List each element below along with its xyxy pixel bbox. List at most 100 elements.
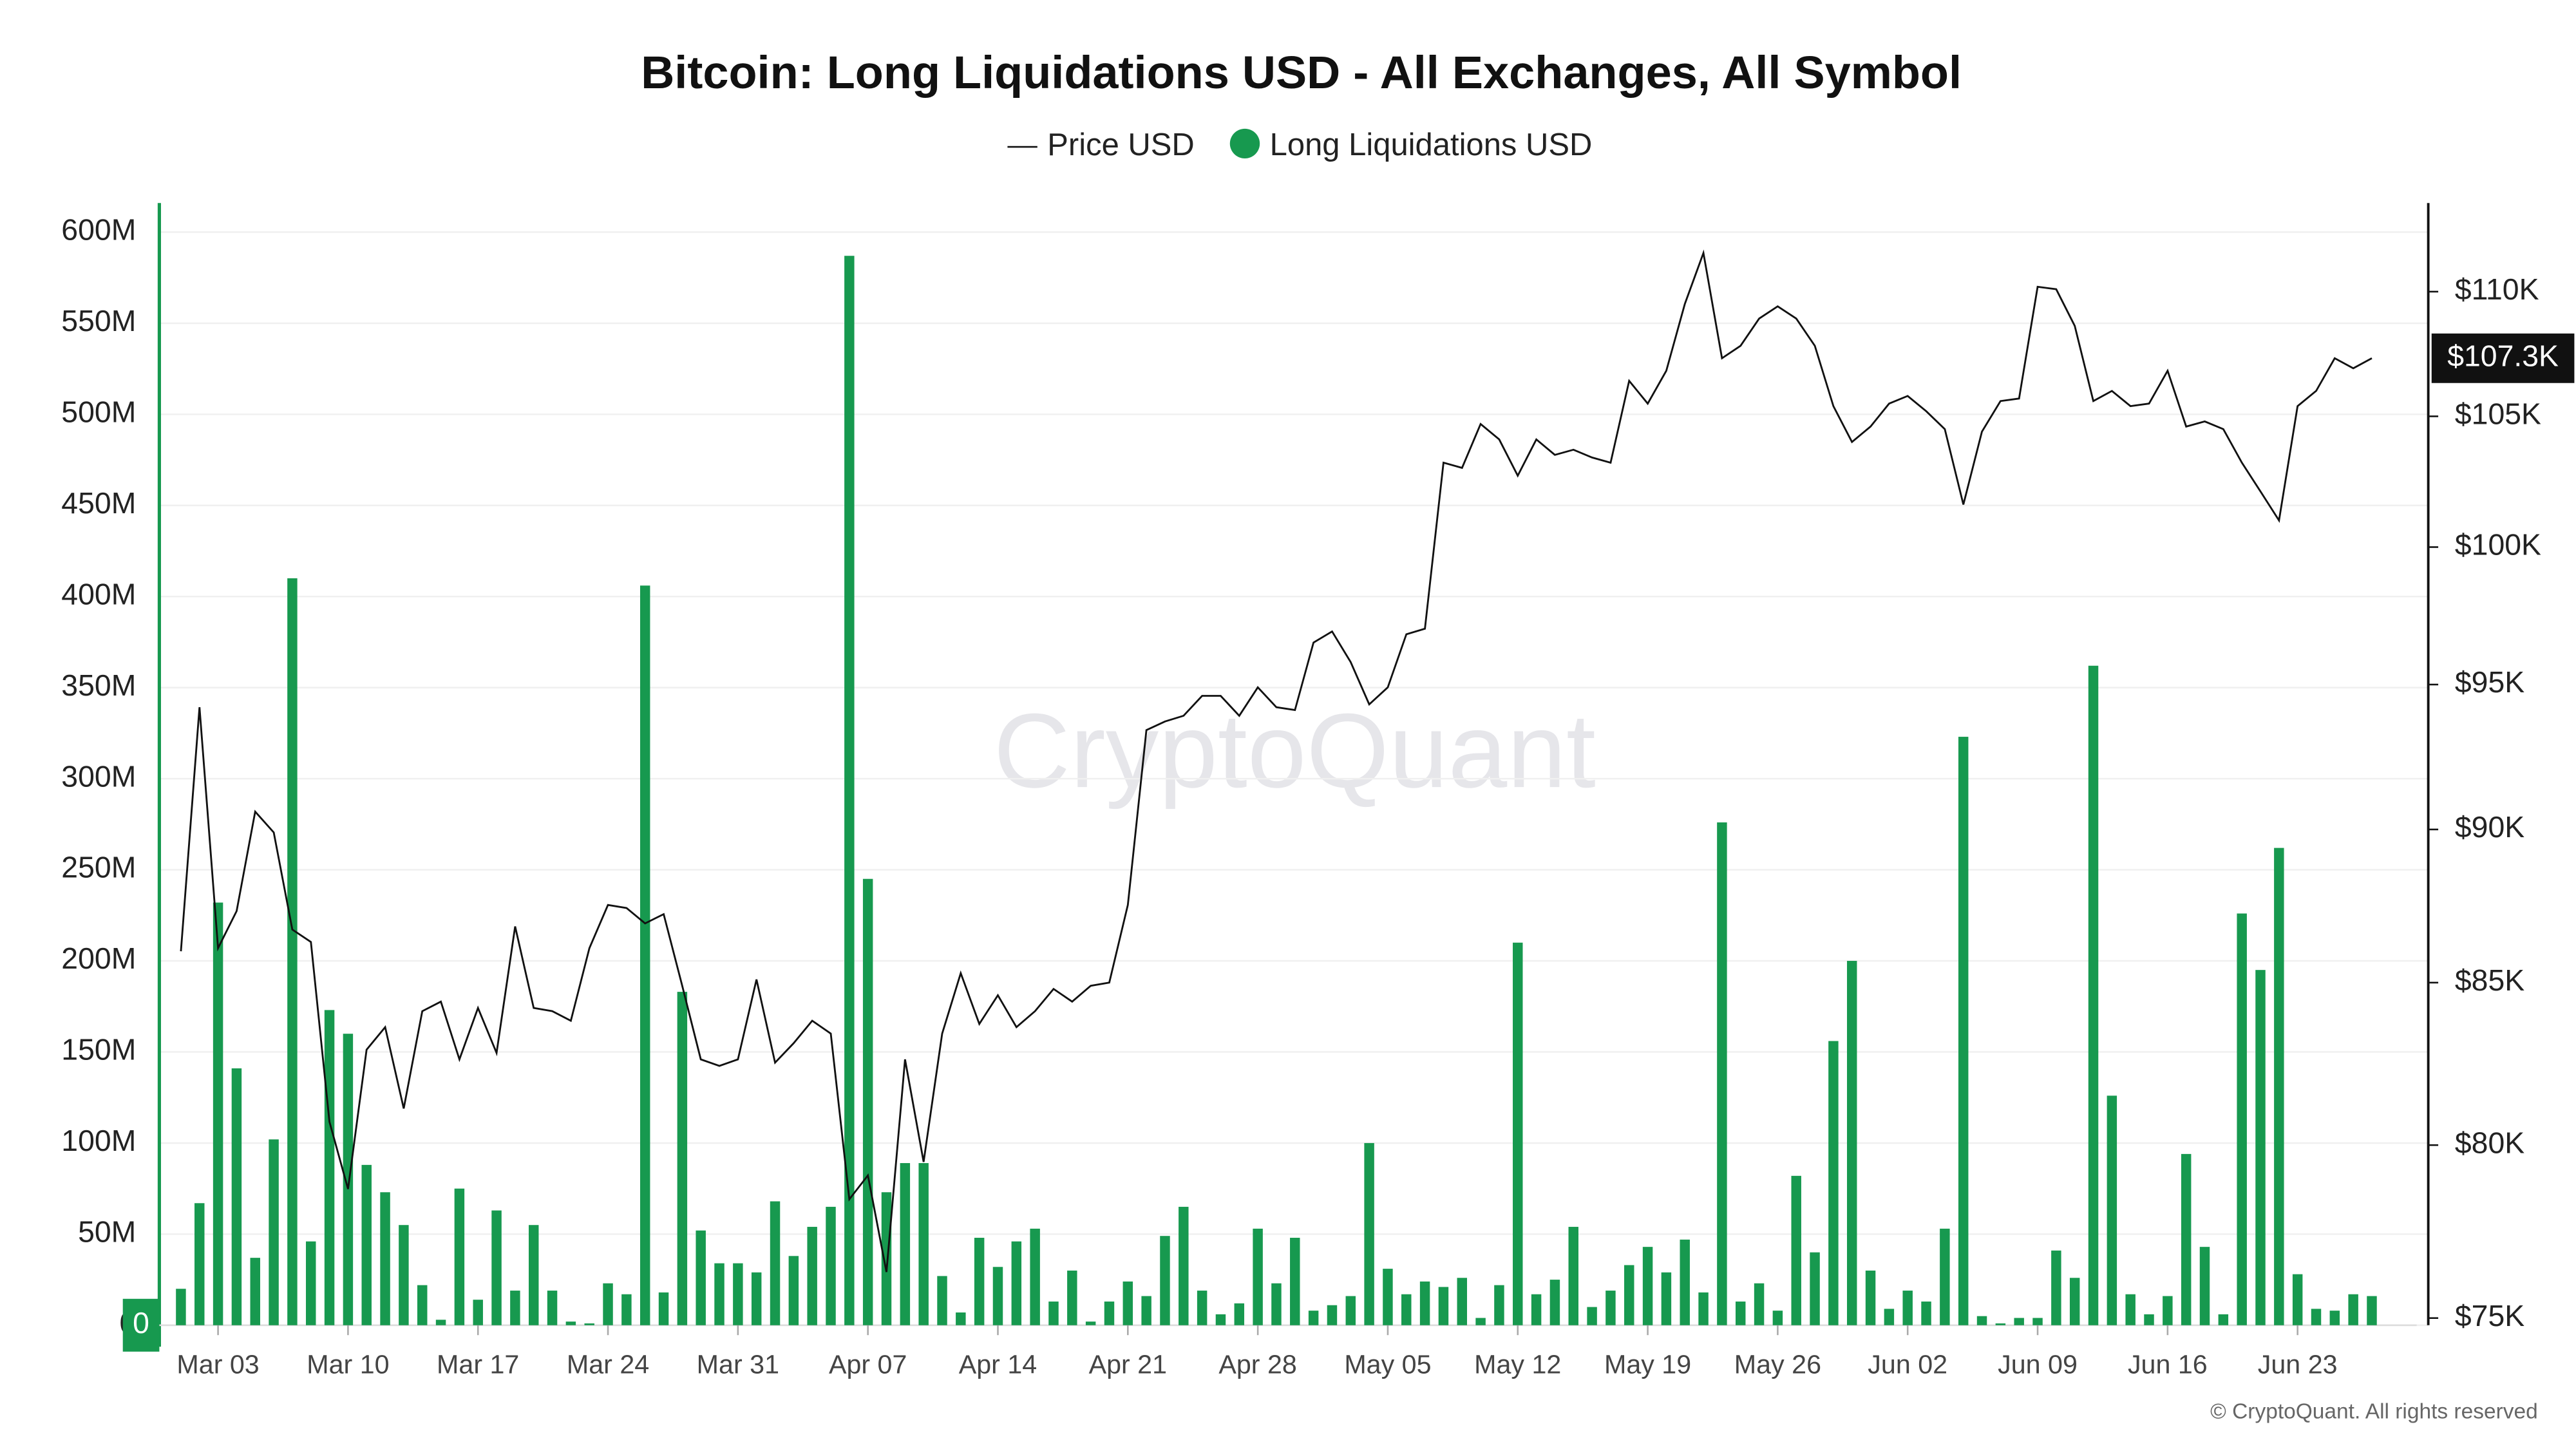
bar xyxy=(881,1192,892,1325)
bar xyxy=(287,578,298,1325)
bar xyxy=(788,1256,799,1325)
y2-tick-label: $90K xyxy=(2455,810,2524,844)
bar xyxy=(2311,1309,2322,1325)
bar xyxy=(1141,1296,1151,1325)
bar xyxy=(1085,1321,1096,1325)
y-tick-label: 400M xyxy=(61,578,136,611)
bar xyxy=(306,1241,316,1325)
bar xyxy=(1067,1270,1077,1325)
bar xyxy=(231,1068,242,1325)
bar xyxy=(2069,1278,2080,1325)
bar xyxy=(1698,1292,1709,1325)
bar xyxy=(1234,1303,1245,1325)
bar xyxy=(639,585,650,1325)
bar xyxy=(603,1283,613,1325)
bar xyxy=(658,1292,669,1325)
bar xyxy=(1902,1291,1913,1325)
bar xyxy=(1940,1228,1950,1325)
bar xyxy=(2107,1095,2117,1325)
y2-tick-label: $75K xyxy=(2455,1299,2524,1332)
bar xyxy=(1494,1285,1504,1325)
bar xyxy=(677,992,688,1325)
bar xyxy=(399,1225,409,1325)
bar xyxy=(1958,737,1969,1325)
bar xyxy=(1030,1228,1040,1325)
bar xyxy=(2367,1296,2377,1325)
bar xyxy=(1717,822,1727,1325)
bar xyxy=(435,1320,446,1325)
x-tick-label: Mar 03 xyxy=(176,1350,259,1379)
x-tick-label: Apr 07 xyxy=(829,1350,907,1379)
bar xyxy=(714,1263,724,1325)
bar xyxy=(1327,1305,1338,1325)
bar xyxy=(696,1230,706,1325)
x-tick-label: Mar 17 xyxy=(437,1350,519,1379)
price-line xyxy=(180,249,2372,1273)
y2-tick-label: $110K xyxy=(2455,272,2539,306)
bar xyxy=(2237,913,2247,1325)
bar xyxy=(2088,665,2099,1325)
y2-tick-label: $100K xyxy=(2455,528,2541,562)
bar xyxy=(2348,1294,2358,1325)
bar xyxy=(1884,1309,1895,1325)
bar xyxy=(1104,1302,1115,1325)
bar xyxy=(1271,1283,1282,1325)
bar xyxy=(733,1263,743,1325)
bar xyxy=(1401,1294,1412,1325)
bar xyxy=(1438,1287,1449,1325)
bar xyxy=(1011,1241,1022,1325)
x-tick-label: Mar 31 xyxy=(697,1350,779,1379)
price-badge xyxy=(2431,333,2575,383)
bar xyxy=(937,1276,947,1325)
bar xyxy=(2218,1314,2229,1325)
y-tick-label: 500M xyxy=(61,395,136,429)
bar xyxy=(621,1294,632,1325)
y2-tick-label: $105K xyxy=(2455,397,2541,431)
bar xyxy=(1995,1323,2006,1325)
y2-tick-label: $85K xyxy=(2455,963,2524,997)
x-tick-label: May 26 xyxy=(1734,1350,1821,1379)
price-badge-label: $107.3K xyxy=(2447,339,2559,373)
bar xyxy=(473,1300,483,1325)
bar xyxy=(324,1010,335,1325)
bar xyxy=(194,1203,205,1325)
x-tick-label: Apr 28 xyxy=(1218,1350,1296,1379)
legend-label: Long Liquidations USD xyxy=(1270,128,1593,162)
bar xyxy=(565,1321,576,1325)
bar xyxy=(1457,1278,1468,1325)
bar xyxy=(1754,1283,1765,1325)
bar xyxy=(1921,1302,1931,1325)
bar xyxy=(510,1291,520,1325)
x-tick-label: May 19 xyxy=(1604,1350,1691,1379)
bar xyxy=(1661,1272,1672,1325)
x-tick-label: Jun 16 xyxy=(2128,1350,2208,1379)
bar xyxy=(2181,1153,2192,1325)
zero-badge xyxy=(122,1298,160,1352)
bar xyxy=(1791,1175,1801,1325)
bar xyxy=(1976,1316,1987,1325)
y-tick-label: 100M xyxy=(61,1124,136,1157)
bar xyxy=(1605,1291,1616,1325)
bar xyxy=(1772,1311,1783,1325)
x-tick-label: May 12 xyxy=(1474,1350,1561,1379)
y2-tick-label: $95K xyxy=(2455,665,2524,699)
watermark: CryptoQuant xyxy=(994,692,1596,810)
bar xyxy=(1513,942,1523,1325)
bar xyxy=(1828,1041,1839,1325)
x-tick-label: Apr 14 xyxy=(959,1350,1037,1379)
y-tick-label: 450M xyxy=(61,486,136,520)
bar xyxy=(250,1258,260,1325)
bar xyxy=(1122,1281,1133,1325)
bar xyxy=(1253,1228,1263,1325)
bar xyxy=(918,1163,929,1325)
y-tick-label: 50M xyxy=(78,1215,136,1249)
bar xyxy=(2329,1311,2340,1325)
bar xyxy=(454,1188,465,1325)
bar xyxy=(1308,1311,1319,1325)
bar xyxy=(956,1312,966,1325)
x-tick-label: Apr 21 xyxy=(1089,1350,1167,1379)
bar xyxy=(1865,1270,1876,1325)
bar xyxy=(1568,1227,1578,1325)
legend-swatch xyxy=(1229,128,1260,159)
y-tick-label: 550M xyxy=(61,304,136,337)
